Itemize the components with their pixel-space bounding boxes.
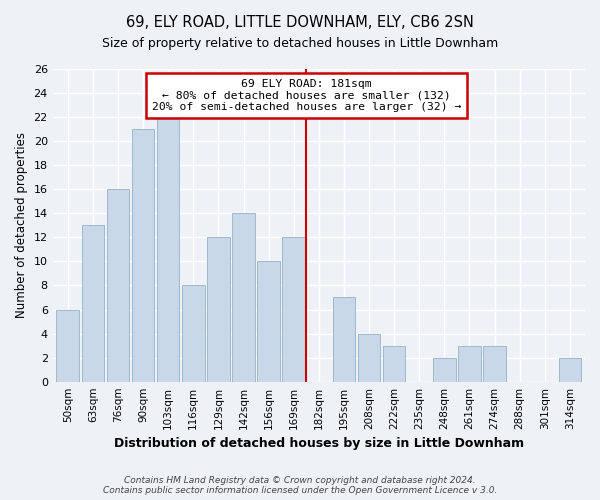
Bar: [157, 117, 179, 382]
Text: 69, ELY ROAD, LITTLE DOWNHAM, ELY, CB6 2SN: 69, ELY ROAD, LITTLE DOWNHAM, ELY, CB6 2…: [126, 15, 474, 30]
Bar: [283, 238, 305, 382]
X-axis label: Distribution of detached houses by size in Little Downham: Distribution of detached houses by size …: [114, 437, 524, 450]
Bar: [232, 214, 255, 382]
Bar: [559, 358, 581, 382]
Bar: [484, 346, 506, 382]
Bar: [257, 262, 280, 382]
Bar: [56, 310, 79, 382]
Bar: [82, 226, 104, 382]
Bar: [358, 334, 380, 382]
Bar: [458, 346, 481, 382]
Bar: [332, 298, 355, 382]
Text: Contains HM Land Registry data © Crown copyright and database right 2024.
Contai: Contains HM Land Registry data © Crown c…: [103, 476, 497, 495]
Bar: [433, 358, 455, 382]
Bar: [107, 190, 129, 382]
Y-axis label: Number of detached properties: Number of detached properties: [15, 132, 28, 318]
Bar: [383, 346, 406, 382]
Bar: [207, 238, 230, 382]
Text: 69 ELY ROAD: 181sqm
← 80% of detached houses are smaller (132)
20% of semi-detac: 69 ELY ROAD: 181sqm ← 80% of detached ho…: [152, 78, 461, 112]
Text: Size of property relative to detached houses in Little Downham: Size of property relative to detached ho…: [102, 38, 498, 51]
Bar: [132, 129, 154, 382]
Bar: [182, 286, 205, 382]
